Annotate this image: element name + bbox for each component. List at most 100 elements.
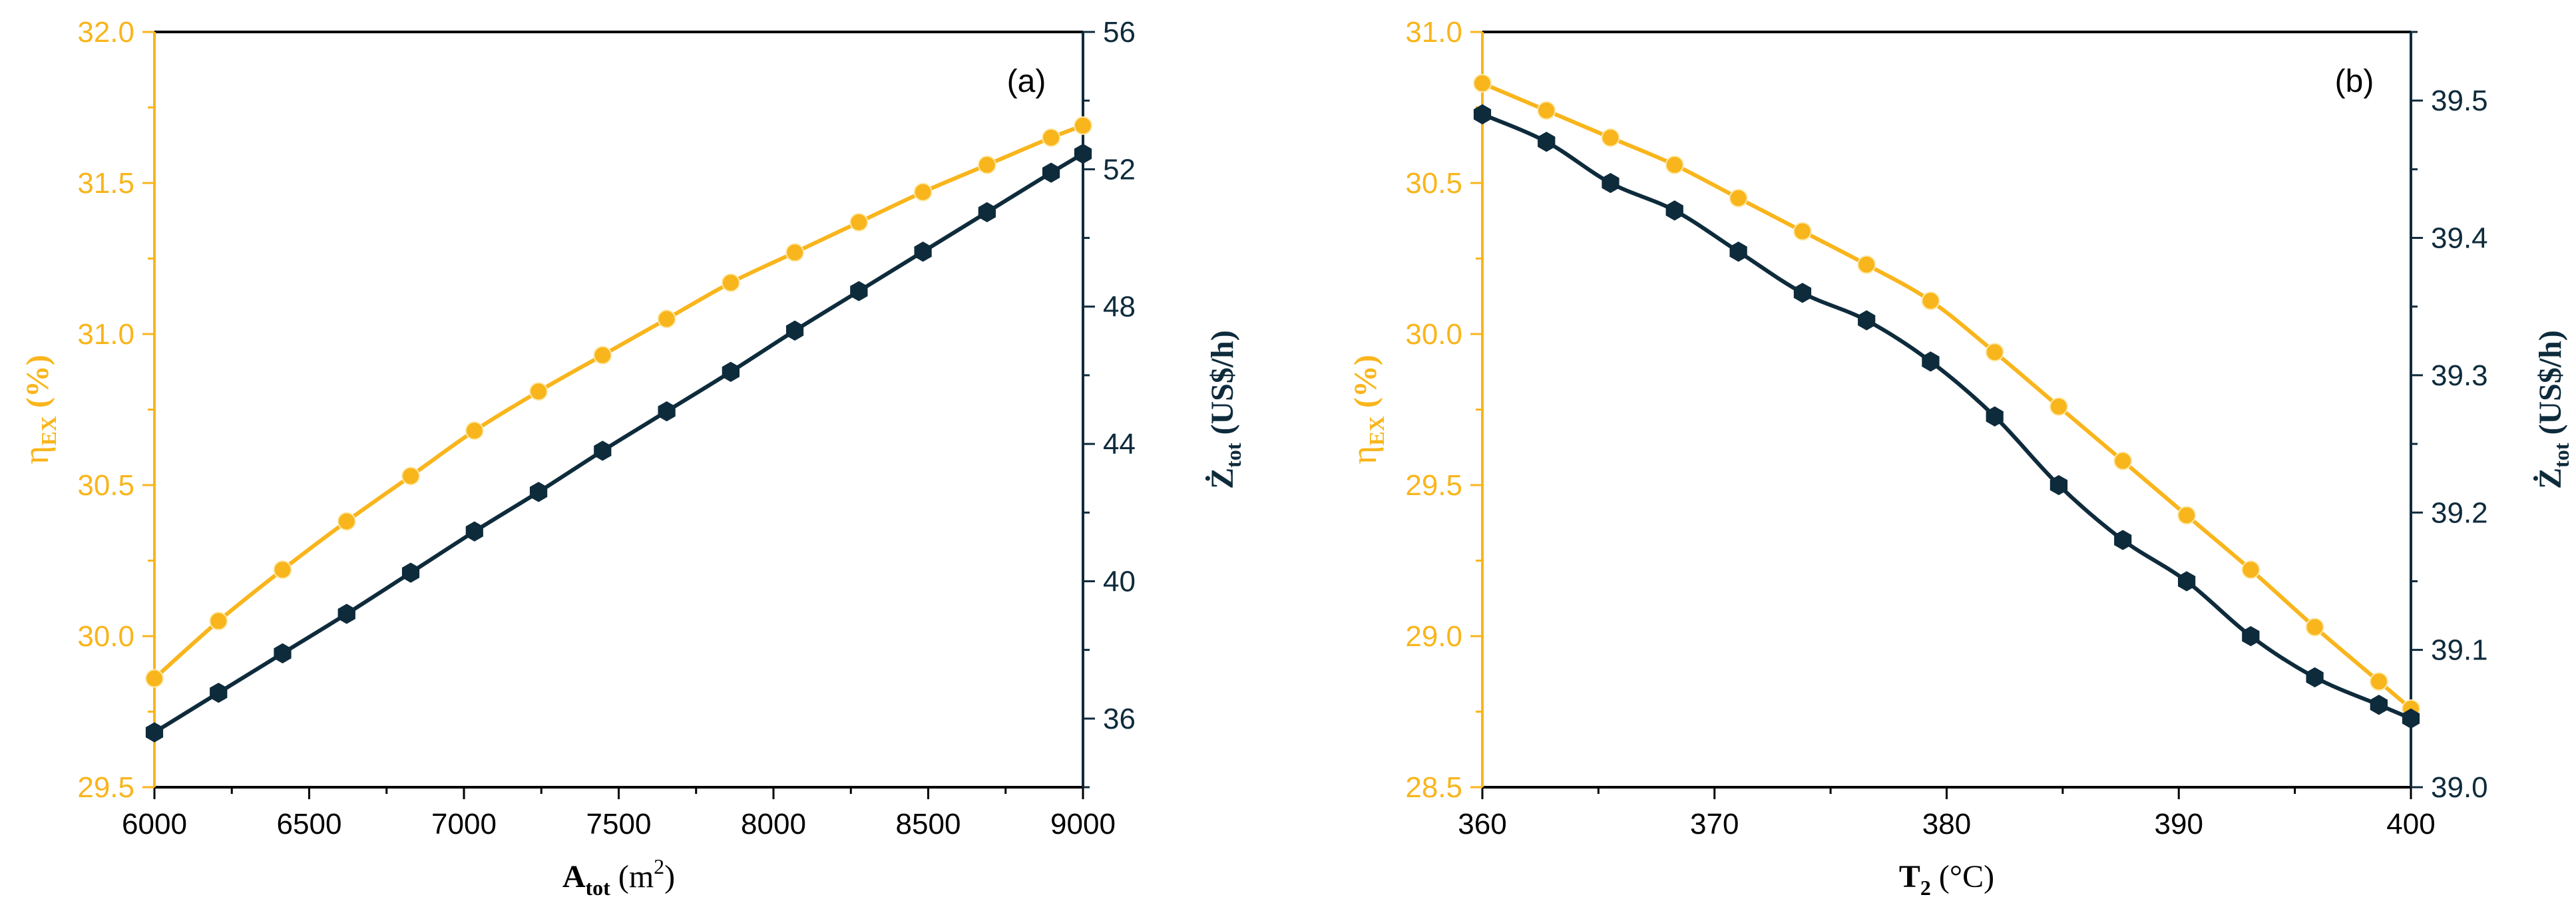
right-y-tick-label: 40 [1103,565,1136,598]
eta-ex-point [209,612,228,631]
right-y-axis-title: Żtot (US$/h) [2533,330,2573,489]
right-y-axis-title-unit: (US$/h) [1205,330,1240,435]
left-y-axis-title-subscript: EX [1365,416,1389,445]
left-y-axis-title-unit: (%) [1348,355,1383,408]
z-tot-point [337,604,355,624]
x-axis-title-subscript: tot [586,876,611,900]
left-y-tick-label: 31.0 [77,318,134,351]
chart-panel-a: 6000 6500 7000 7500 8000 8500 9000 29.5 30.0 30.5… [16,16,1245,900]
z-tot-point [401,562,420,583]
z-tot-point [145,722,164,743]
z-tot-point [1042,162,1060,183]
z-tot-point [914,242,932,262]
x-tick-label: 8500 [896,808,961,840]
left-y-tick-label: 30.0 [77,620,134,653]
right-y-axis-title-main: Ż [2533,468,2568,489]
left-y-tick-label: 28.5 [1405,771,1462,804]
right-y-tick-label: 56 [1103,16,1136,49]
x-axis-title-main: T [1899,859,1920,894]
eta-ex-point [1985,343,2004,362]
z-tot-point [1922,351,1940,372]
right-y-tick-label: 52 [1103,153,1136,186]
z-tot-point [1473,104,1492,124]
eta-ex-point [657,309,676,329]
z-tot-point [2114,530,2132,550]
x-axis-title-unit: (°C) [1939,859,1994,894]
eta-ex-point [273,560,292,580]
x-tick-label: 7500 [586,808,652,840]
x-axis-title-unit-close: ) [664,859,675,894]
z-tot-point [210,682,228,703]
right-y-axis-title-main: Ż [1205,468,1240,489]
right-y-axis-title-subscript: tot [2549,443,2573,468]
left-y-tick-label: 31.0 [1405,16,1462,49]
eta-ex-point [785,243,805,262]
x-tick-label: 360 [1458,808,1506,840]
chart-panel-b: 360 370 380 390 400 28.5 29.0 29.5 30.0 30.5 31.0 3… [1344,16,2573,900]
z-tot-point [2306,667,2324,688]
z-tot-point [2402,708,2420,729]
eta-ex-point [1042,128,1061,147]
left-y-axis-title: ηEX (%) [1344,355,1389,464]
left-y-axis-title-main: η [16,446,56,464]
z-tot-point [529,482,548,502]
x-tick-label: 8000 [741,808,806,840]
eta-ex-point [2369,672,2388,691]
eta-ex-point [849,213,869,232]
x-axis-title-main: A [562,859,586,894]
eta-ex-point [2049,397,2068,416]
eta-ex-point [145,669,164,688]
left-y-tick-label: 29.0 [1405,620,1462,653]
right-y-tick-label: 39.4 [2431,222,2488,255]
z-tot-point [1793,282,1812,303]
eta-ex-point [1729,188,1748,208]
right-y-axis-title: Żtot (US$/h) [1205,330,1245,489]
eta-ex-point [1601,128,1620,147]
z-tot-point [594,441,612,461]
x-axis-title: Atot (m2) [562,854,675,900]
eta-ex-point [1074,116,1092,135]
eta-ex-series-line [1481,81,2412,711]
left-y-axis-title-unit: (%) [20,355,55,408]
z-tot-series-line [1481,112,2412,721]
z-tot-point [1074,143,1092,164]
eta-ex-point [593,345,612,365]
z-tot-point [465,521,483,542]
z-tot-point [978,202,996,223]
z-tot-point [786,320,804,341]
panel-label: (a) [1007,64,1046,99]
x-tick-label: 9000 [1050,808,1116,840]
x-tick-label: 390 [2155,808,2203,840]
z-tot-point [274,643,292,663]
eta-ex-series-line [152,123,1084,680]
left-y-axis-title-main: η [1344,446,1384,464]
eta-ex-point [913,182,933,202]
x-tick-label: 370 [1690,808,1739,840]
left-y-tick-label: 30.0 [1405,318,1462,351]
x-axis-title-subscript: 2 [1920,876,1931,900]
eta-ex-point [337,512,356,531]
left-y-axis-title-subscript: EX [37,416,61,445]
z-tot-point [1729,242,1747,262]
left-y-tick-label: 30.5 [1405,167,1462,200]
eta-ex-point [401,466,421,486]
z-tot-series-line [153,152,1084,735]
x-axis-title-unit: (m [618,859,654,894]
right-y-axis-title-subscript: tot [1221,443,1245,468]
x-tick-label: 6500 [277,808,342,840]
x-axis-title: T2 (°C) [1899,859,1994,900]
z-tot-point [722,361,740,382]
left-y-tick-label: 32.0 [77,16,134,49]
z-tot-point [1858,310,1876,331]
eta-ex-point [1793,222,1812,241]
right-y-tick-label: 44 [1103,428,1136,460]
eta-ex-point [1921,291,1940,311]
eta-ex-point [2305,618,2324,637]
z-tot-point [2242,626,2260,647]
z-tot-point [1538,131,1556,152]
right-y-tick-label: 48 [1103,291,1136,323]
z-tot-point [1665,200,1683,221]
x-tick-label: 380 [1922,808,1971,840]
eta-ex-point [1473,74,1492,93]
